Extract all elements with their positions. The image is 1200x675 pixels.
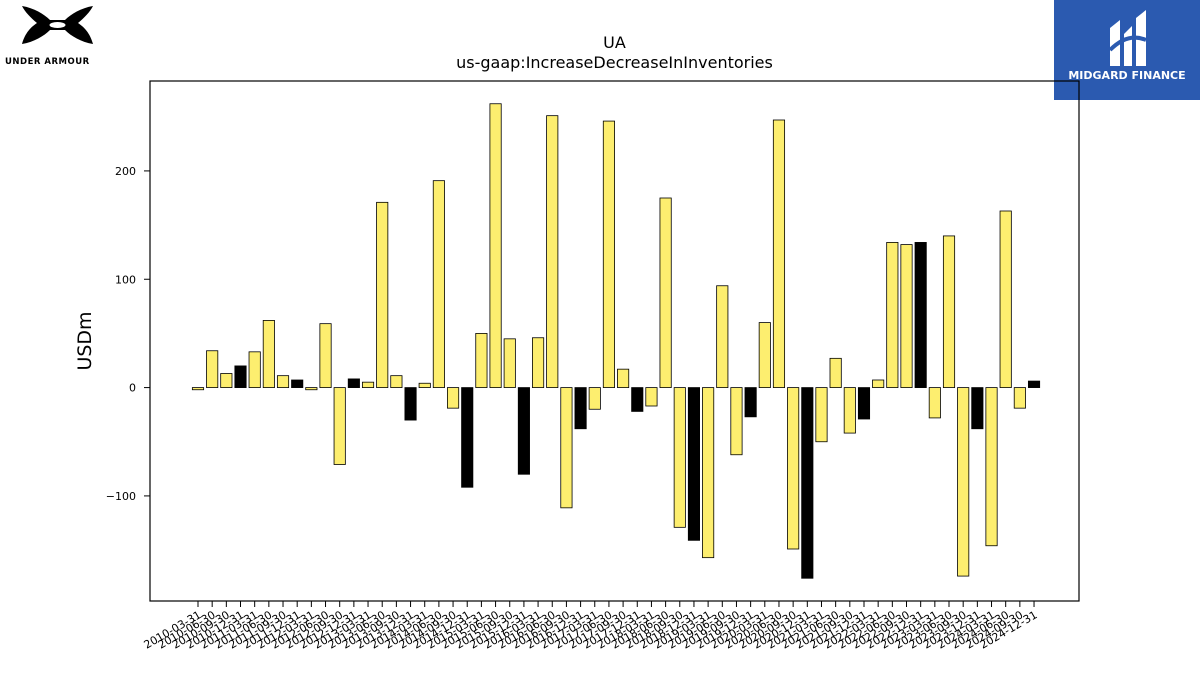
bar-2017-09-30 <box>617 368 630 388</box>
bar-2013-12-31 <box>404 387 417 421</box>
plot-frame <box>149 80 1080 602</box>
bar-2021-12-31 <box>857 387 871 420</box>
bar-2012-03-31 <box>305 387 318 391</box>
bar-2015-03-31 <box>475 333 488 388</box>
bar-2014-03-31 <box>418 382 431 388</box>
bar-2018-12-31 <box>687 387 700 541</box>
bar-2024-03-31 <box>985 387 998 547</box>
bar-2016-06-30 <box>546 115 559 388</box>
bar-2018-09-30 <box>673 387 686 528</box>
under-armour-logo: UNDER ARMOUR <box>0 0 115 72</box>
bar-2022-09-30 <box>900 244 913 388</box>
bar-2013-03-31 <box>361 381 375 388</box>
y-axis: −100 0 100 200 <box>106 165 150 503</box>
bar-2012-12-31 <box>347 378 360 388</box>
bar-2015-12-31 <box>517 387 530 475</box>
y-axis-label: USDm <box>74 311 96 370</box>
midgard-emblem-icon <box>1108 10 1147 66</box>
bar-2010-09-30 <box>220 373 233 388</box>
y-tick-label: 100 <box>115 273 136 286</box>
bar-2021-09-30 <box>843 387 856 434</box>
y-tick-label: −100 <box>106 490 136 503</box>
bar-2020-12-31 <box>801 387 814 579</box>
bar-2019-03-31 <box>702 387 715 559</box>
bar-2014-06-30 <box>432 180 445 388</box>
bar-2019-12-31 <box>744 387 757 418</box>
bar-2010-06-30 <box>206 350 219 388</box>
midgard-finance-logo-text: MIDGARD FINANCE <box>1068 69 1186 82</box>
under-armour-emblem-icon <box>22 6 93 44</box>
bar-2011-12-31 <box>291 379 304 388</box>
under-armour-logo-text: UNDER ARMOUR <box>5 57 90 67</box>
y-tick-label: 200 <box>115 165 136 178</box>
bar-2022-06-30 <box>886 242 899 388</box>
y-tick-label: 0 <box>129 382 136 395</box>
bar-2018-06-30 <box>659 197 672 388</box>
bar-2017-03-31 <box>588 387 601 410</box>
bar-2023-12-31 <box>971 387 984 430</box>
chart-title: UA <box>603 33 626 52</box>
bar-2015-09-30 <box>503 338 516 388</box>
midgard-finance-logo: MIDGARD FINANCE <box>1054 0 1200 100</box>
bar-2011-03-31 <box>248 351 261 388</box>
bar-2013-06-30 <box>376 201 389 388</box>
bar-2017-12-31 <box>631 387 644 412</box>
bar-2024-09-30 <box>1013 387 1026 409</box>
bar-2023-09-30 <box>957 387 970 577</box>
bar-2012-06-30 <box>319 323 332 388</box>
bar-2017-06-30 <box>602 120 615 388</box>
bar-2024-06-30 <box>999 210 1012 388</box>
bar-2022-12-31 <box>914 242 927 388</box>
bar-2010-12-31 <box>234 365 247 388</box>
bar-2021-03-31 <box>815 387 828 443</box>
bar-2011-09-30 <box>276 375 290 388</box>
chart-subtitle: us-gaap:IncreaseDecreaseInInventories <box>456 53 773 72</box>
bar-2012-09-30 <box>333 387 346 465</box>
bar-2014-12-31 <box>461 387 474 488</box>
bar-2020-09-30 <box>787 387 800 550</box>
bar-2014-09-30 <box>447 387 460 409</box>
bar-2016-12-31 <box>574 387 587 430</box>
bar-2021-06-30 <box>829 357 842 388</box>
bar-2011-06-30 <box>262 320 275 388</box>
bar-2023-06-30 <box>942 235 956 388</box>
bar-2024-12-31 <box>1027 380 1041 388</box>
x-axis: 2010-03-312010-06-302010-09-302010-12-31… <box>142 601 1040 652</box>
bar-2019-09-30 <box>730 387 743 456</box>
bar-2019-06-30 <box>716 285 729 388</box>
bar-2016-03-31 <box>532 337 545 388</box>
bar-2015-06-30 <box>489 103 502 388</box>
bar-2016-09-30 <box>560 387 573 509</box>
bar-2010-03-31 <box>191 387 205 391</box>
bar-2013-09-30 <box>390 375 403 388</box>
bar-2018-03-31 <box>645 387 658 407</box>
bars-group <box>191 103 1041 579</box>
bar-2022-03-31 <box>872 379 885 388</box>
bar-2020-03-31 <box>758 322 771 388</box>
bar-2023-03-31 <box>928 387 941 419</box>
bar-2020-06-30 <box>772 119 786 388</box>
